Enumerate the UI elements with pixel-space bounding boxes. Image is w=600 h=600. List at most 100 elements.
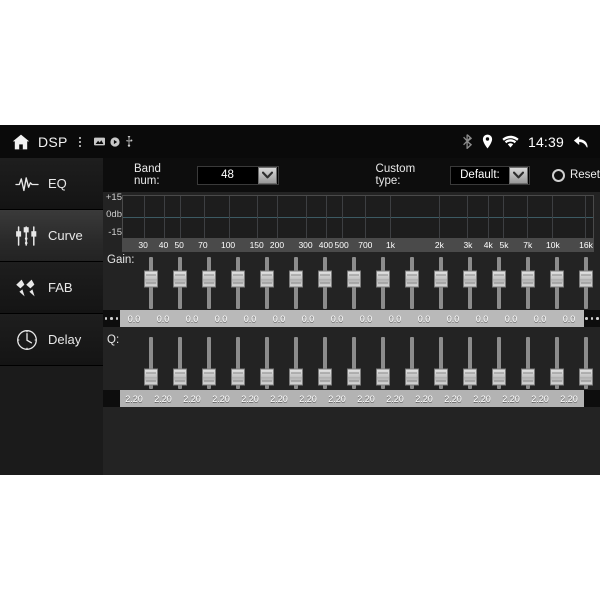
slider[interactable] [368,337,397,389]
value-cell[interactable]: 2.20 [473,393,491,404]
value-cell[interactable]: 0.0 [127,313,141,324]
custom-type-dropdown[interactable]: Default: [449,165,530,185]
slider[interactable] [397,257,426,309]
slider[interactable] [339,337,368,389]
slider-thumb[interactable] [404,368,419,386]
slider[interactable] [513,337,542,389]
slider[interactable] [310,337,339,389]
back-arrow-icon[interactable] [573,135,589,149]
slider[interactable] [368,257,397,309]
graph-plot-area[interactable] [122,195,594,239]
value-cell[interactable]: 0.0 [185,313,199,324]
slider[interactable] [252,257,281,309]
slider-thumb[interactable] [404,270,419,288]
slider-track[interactable] [264,337,269,389]
slider-track[interactable] [206,337,211,389]
value-cell[interactable]: 2.20 [183,393,201,404]
gain-left-more-button[interactable] [103,310,120,327]
slider-thumb[interactable] [520,368,535,386]
slider-thumb[interactable] [288,270,303,288]
slider[interactable] [484,337,513,389]
slider-thumb[interactable] [346,368,361,386]
reset-button[interactable]: Reset [551,168,600,182]
slider-thumb[interactable] [230,368,245,386]
slider[interactable] [136,337,165,389]
slider[interactable] [310,257,339,309]
slider-thumb[interactable] [462,368,477,386]
kebab-menu-icon[interactable] [78,134,81,150]
slider-thumb[interactable] [578,368,593,386]
slider-thumb[interactable] [201,368,216,386]
slider-thumb[interactable] [549,368,564,386]
slider-track[interactable] [322,337,327,389]
slider[interactable] [281,337,310,389]
slider-thumb[interactable] [549,270,564,288]
slider[interactable] [426,337,455,389]
slider[interactable] [136,257,165,309]
value-cell[interactable]: 0.0 [214,313,228,324]
slider[interactable] [223,337,252,389]
slider[interactable] [165,337,194,389]
slider-thumb[interactable] [201,270,216,288]
slider-track[interactable] [235,337,240,389]
gain-right-more-button[interactable] [583,310,600,327]
slider[interactable] [252,337,281,389]
slider[interactable] [223,257,252,309]
slider-thumb[interactable] [462,270,477,288]
value-cell[interactable]: 0.0 [301,313,315,324]
value-cell[interactable]: 2.20 [560,393,578,404]
slider-track[interactable] [148,337,153,389]
sidebar-item-eq[interactable]: EQ [0,158,103,210]
slider[interactable] [397,337,426,389]
chevron-down-icon[interactable] [257,166,277,184]
value-cell[interactable]: 2.20 [415,393,433,404]
value-cell[interactable]: 2.20 [357,393,375,404]
slider[interactable] [484,257,513,309]
slider[interactable] [194,257,223,309]
slider-thumb[interactable] [259,270,274,288]
value-cell[interactable]: 0.0 [475,313,489,324]
chevron-down-icon[interactable] [508,166,528,184]
slider[interactable] [513,257,542,309]
value-cell[interactable]: 2.20 [154,393,172,404]
value-cell[interactable]: 2.20 [502,393,520,404]
slider[interactable] [455,257,484,309]
slider-track[interactable] [496,337,501,389]
slider-track[interactable] [409,337,414,389]
value-cell[interactable]: 0.0 [272,313,286,324]
value-cell[interactable]: 0.0 [533,313,547,324]
value-cell[interactable]: 2.20 [125,393,143,404]
slider[interactable] [542,257,571,309]
slider[interactable] [426,257,455,309]
value-cell[interactable]: 2.20 [212,393,230,404]
value-cell[interactable]: 2.20 [270,393,288,404]
value-cell[interactable]: 2.20 [241,393,259,404]
value-cell[interactable]: 0.0 [359,313,373,324]
slider[interactable] [571,337,600,389]
band-num-dropdown[interactable]: 48 [196,165,279,185]
slider[interactable] [165,257,194,309]
slider-track[interactable] [380,337,385,389]
value-cell[interactable]: 0.0 [156,313,170,324]
slider-thumb[interactable] [491,270,506,288]
sidebar-item-delay[interactable]: Delay [0,314,103,366]
slider-track[interactable] [438,337,443,389]
slider[interactable] [339,257,368,309]
slider[interactable] [455,337,484,389]
slider-track[interactable] [583,337,588,389]
slider-track[interactable] [351,337,356,389]
sidebar-item-fab[interactable]: FAB [0,262,103,314]
value-cell[interactable]: 0.0 [562,313,576,324]
slider[interactable] [194,337,223,389]
value-cell[interactable]: 2.20 [328,393,346,404]
home-icon[interactable] [11,132,31,152]
slider-thumb[interactable] [375,368,390,386]
value-cell[interactable]: 0.0 [504,313,518,324]
slider-thumb[interactable] [433,368,448,386]
value-cell[interactable]: 0.0 [388,313,402,324]
slider[interactable] [542,337,571,389]
slider-track[interactable] [293,337,298,389]
slider-thumb[interactable] [317,368,332,386]
value-cell[interactable]: 0.0 [446,313,460,324]
value-cell[interactable]: 0.0 [243,313,257,324]
